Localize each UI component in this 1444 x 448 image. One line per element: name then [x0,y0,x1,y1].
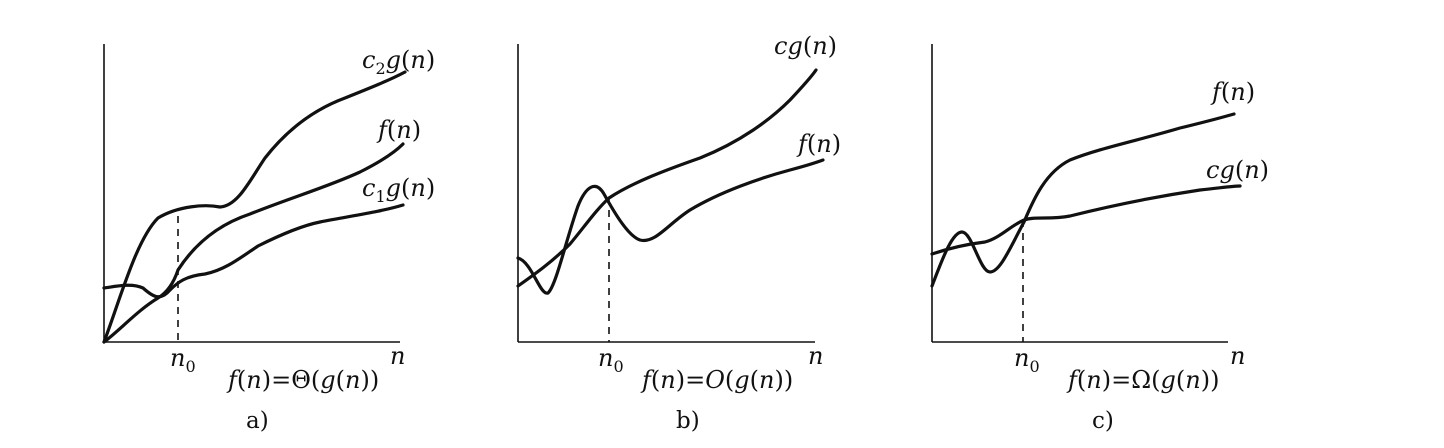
panel-a-lower-curve [102,203,405,299]
panel-b: cg(n) f(n) n0 n f(n)=O(g(n)) b) [516,32,841,434]
panel-c-lower-label: cg(n) [1206,156,1269,184]
panel-a-upper-label: c2g(n) [362,46,435,78]
panel-b-upper-label: cg(n) [774,32,837,60]
panel-a-f-label: f(n) [376,116,421,144]
panel-a-formula: f(n)=Θ(g(n)) [226,366,379,394]
panel-a-x-label: n [390,342,405,370]
panel-b-caption: b) [676,408,700,434]
panel-c-f-curve [930,112,1236,288]
panel-c-formula: f(n)=Ω(g(n)) [1066,366,1219,394]
panel-b-x-label: n [808,342,823,370]
panel-c-n0-label: n0 [1014,344,1040,376]
panel-c: f(n) cg(n) n0 n f(n)=Ω(g(n)) c) [930,44,1269,434]
panel-a-upper-curve [102,70,407,344]
panel-a: c2g(n) f(n) c1g(n) n0 n f(n)=Θ(g(n)) a) [102,44,435,434]
panel-b-n0-label: n0 [598,344,624,376]
panel-c-x-label: n [1230,342,1245,370]
panel-c-lower-curve [930,184,1242,256]
panel-a-n0-label: n0 [170,344,196,376]
panel-a-lower-label: c1g(n) [362,174,435,206]
panel-c-caption: c) [1092,408,1114,434]
panel-b-f-curve [516,158,825,295]
panel-b-f-label: f(n) [796,130,841,158]
panel-b-formula: f(n)=O(g(n)) [640,366,793,394]
panel-a-caption: a) [246,408,269,434]
panel-c-f-label: f(n) [1210,78,1255,106]
panel-a-f-curve [102,142,405,344]
